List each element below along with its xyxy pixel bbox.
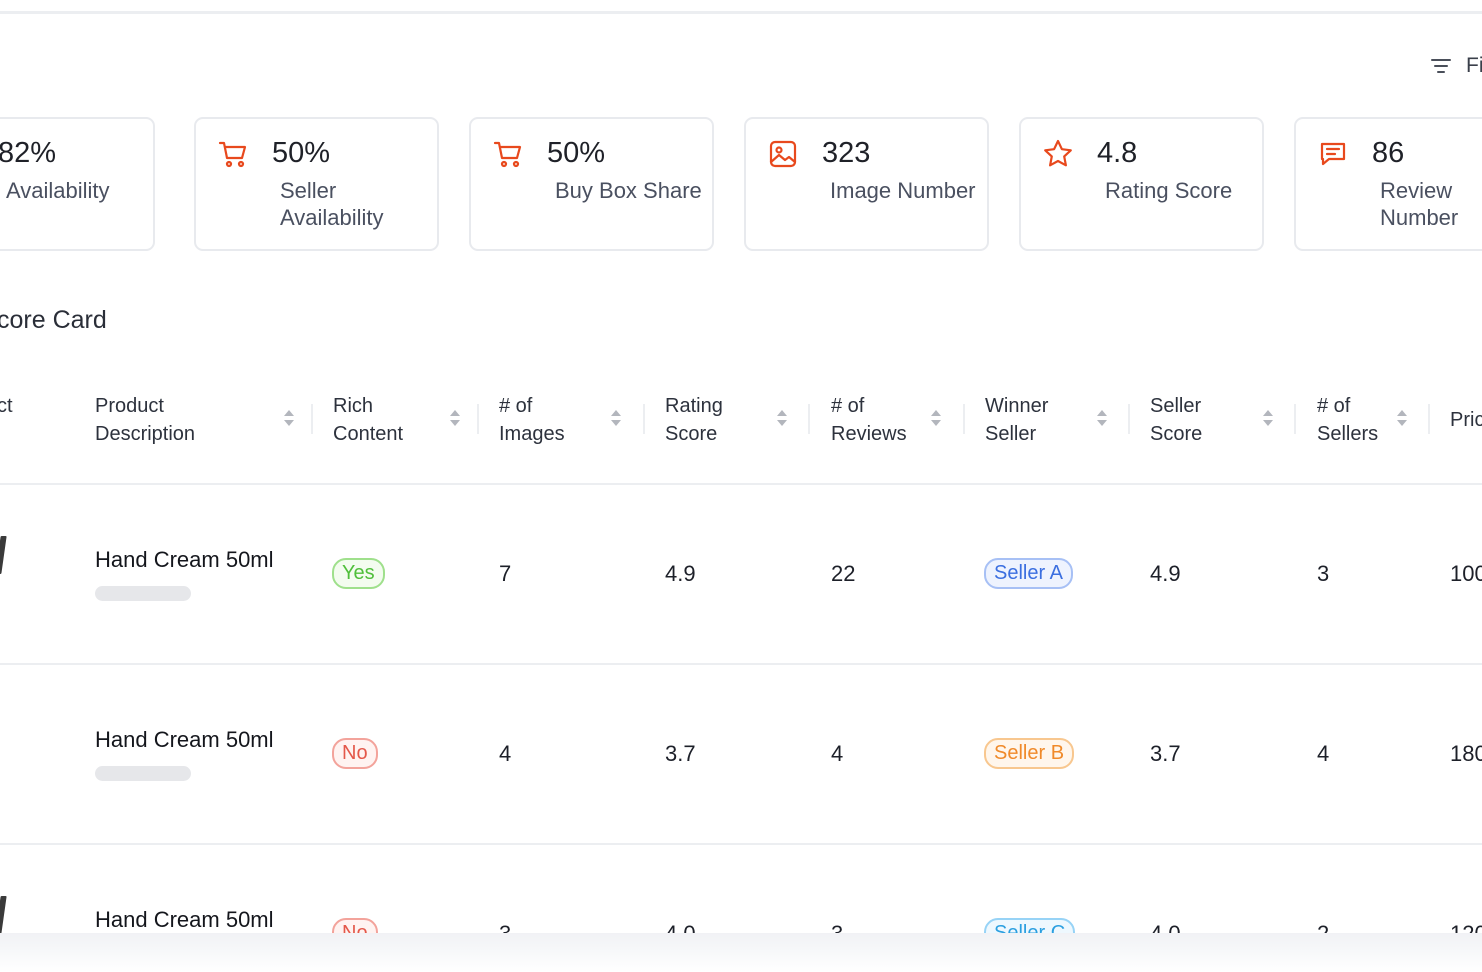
rating-score: 4.0 — [665, 921, 696, 933]
kpi-card-availability[interactable]: 82% Availability — [0, 117, 155, 251]
rich-content-badge: No — [332, 738, 378, 769]
section-title: core Card — [0, 306, 107, 334]
kpi-label: Seller Availability — [280, 178, 384, 230]
filter-button[interactable]: Fi — [1430, 54, 1482, 78]
th-reviews[interactable]: # of Reviews — [831, 395, 907, 445]
th-sellers[interactable]: # of Sellers — [1317, 395, 1379, 445]
kpi-label: Review Number — [1380, 178, 1459, 230]
column-divider — [1128, 404, 1130, 434]
row-divider — [0, 663, 1482, 665]
page-content: Fi 82% Availability 50% Seller Availabil… — [0, 11, 1482, 933]
price: 180 — [1450, 741, 1482, 766]
images-count: 4 — [499, 741, 512, 766]
column-divider — [311, 404, 313, 434]
skeleton-placeholder — [95, 766, 191, 781]
th-rating-score[interactable]: Rating Score — [665, 395, 723, 445]
seller-score: 3.7 — [1150, 741, 1181, 766]
kpi-label: Rating Score — [1105, 178, 1233, 203]
rating-score: 3.7 — [665, 741, 696, 766]
column-divider — [963, 404, 965, 434]
sort-icon[interactable] — [1396, 408, 1408, 428]
rich-content-badge: No — [332, 918, 378, 933]
sort-icon[interactable] — [610, 408, 622, 428]
winner-seller-badge[interactable]: Seller A — [984, 558, 1073, 589]
kpi-label: Image Number — [830, 178, 976, 203]
column-divider — [1428, 404, 1430, 434]
kpi-value: 86 — [1372, 137, 1405, 169]
column-divider — [477, 404, 479, 434]
th-winner-seller[interactable]: Winner Seller — [985, 395, 1049, 445]
sellers-count: 2 — [1317, 921, 1329, 933]
kpi-value: 50% — [547, 137, 606, 169]
kpi-label: Buy Box Share — [555, 178, 702, 203]
rich-content-badge: Yes — [332, 558, 385, 589]
cart-icon — [216, 137, 250, 171]
th-product-description[interactable]: Product Description — [95, 395, 196, 445]
filter-label: Fi — [1466, 54, 1482, 77]
row-divider — [0, 843, 1482, 845]
product-thumbnail — [0, 536, 7, 574]
kpi-value: 323 — [822, 137, 871, 169]
row-divider — [0, 483, 1482, 485]
reviews-count: 4 — [831, 741, 844, 766]
kpi-label: Availability — [6, 178, 110, 203]
th-seller-score[interactable]: Seller Score — [1150, 395, 1203, 445]
reviews-count: 3 — [831, 921, 843, 933]
column-divider — [808, 404, 810, 434]
seller-score: 4.0 — [1150, 921, 1181, 933]
images-count: 3 — [499, 921, 511, 933]
product-name[interactable]: Hand Cream 50ml — [95, 907, 274, 932]
skeleton-placeholder — [95, 586, 191, 601]
column-divider — [643, 404, 645, 434]
winner-seller-badge[interactable]: Seller B — [984, 738, 1075, 769]
product-name[interactable]: Hand Cream 50ml — [95, 547, 274, 572]
rating-score: 4.9 — [665, 561, 696, 586]
kpi-card-seller-availability[interactable]: 50% Seller Availability — [194, 117, 439, 251]
product-thumbnail — [0, 896, 7, 933]
sort-icon[interactable] — [449, 408, 461, 428]
price: 120 — [1450, 921, 1482, 933]
cart-icon — [491, 137, 525, 171]
th-images[interactable]: # of Images — [499, 395, 565, 445]
sellers-count: 3 — [1317, 561, 1330, 586]
sort-icon[interactable] — [283, 408, 295, 428]
top-divider — [0, 11, 1482, 14]
kpi-value: 50% — [272, 137, 331, 169]
kpi-value: 4.8 — [1097, 137, 1138, 169]
kpi-card-review-number[interactable]: 86 Review Number — [1294, 117, 1482, 251]
chat-icon — [1316, 137, 1350, 171]
seller-score: 4.9 — [1150, 561, 1181, 586]
kpi-value: 82% — [0, 137, 57, 169]
sort-icon[interactable] — [1262, 408, 1274, 428]
th-price[interactable]: Pric — [1450, 409, 1482, 431]
image-icon — [766, 137, 800, 171]
column-divider — [1294, 404, 1296, 434]
th-product[interactable]: ct — [0, 395, 13, 417]
kpi-card-buy-box-share[interactable]: 50% Buy Box Share — [469, 117, 714, 251]
sort-icon[interactable] — [930, 408, 942, 428]
filter-icon — [1431, 59, 1451, 73]
reviews-count: 22 — [831, 561, 856, 586]
winner-seller-badge[interactable]: Seller C — [984, 918, 1076, 933]
th-rich-content[interactable]: Rich Content — [333, 395, 404, 445]
sort-icon[interactable] — [1096, 408, 1108, 428]
product-name[interactable]: Hand Cream 50ml — [95, 727, 274, 752]
bottom-fade — [0, 933, 1482, 972]
sort-icon[interactable] — [776, 408, 788, 428]
price: 100 — [1450, 561, 1482, 586]
kpi-card-rating-score[interactable]: 4.8 Rating Score — [1019, 117, 1264, 251]
kpi-card-image-number[interactable]: 323 Image Number — [744, 117, 989, 251]
star-icon — [1041, 137, 1075, 171]
images-count: 7 — [499, 561, 512, 586]
sellers-count: 4 — [1317, 741, 1330, 766]
